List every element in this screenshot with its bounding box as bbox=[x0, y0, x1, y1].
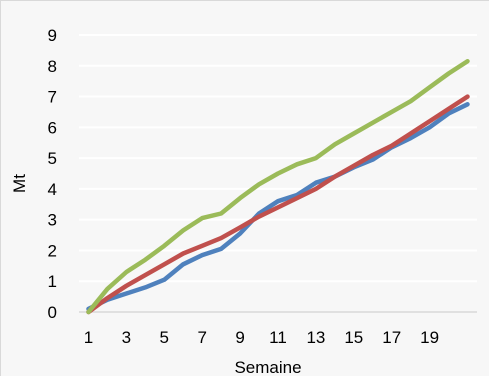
x-tick-label: 13 bbox=[306, 328, 325, 347]
x-tick-label: 11 bbox=[269, 328, 287, 347]
x-tick-label: 9 bbox=[235, 328, 244, 347]
series-line-3 bbox=[86, 58, 470, 315]
x-tick-label: 7 bbox=[197, 328, 206, 347]
y-tick-label: 0 bbox=[48, 303, 57, 322]
y-tick-label: 9 bbox=[48, 26, 57, 45]
series-line-2 bbox=[86, 94, 470, 315]
series-line-1 bbox=[86, 102, 470, 312]
y-tick-label: 4 bbox=[48, 180, 57, 199]
x-tick-label: 15 bbox=[344, 328, 363, 347]
gridlines bbox=[79, 34, 477, 283]
y-tick-label: 1 bbox=[48, 272, 57, 291]
x-tick-label: 5 bbox=[160, 328, 169, 347]
y-tick-label: 6 bbox=[48, 118, 57, 137]
x-tick-label: 19 bbox=[420, 328, 439, 347]
y-tick-label: 8 bbox=[48, 57, 57, 76]
y-tick-label: 7 bbox=[48, 88, 57, 107]
y-tick-label: 3 bbox=[48, 211, 57, 230]
y-tick-label: 5 bbox=[48, 149, 57, 168]
x-axis-title: Semaine bbox=[234, 358, 301, 377]
y-tick-label: 2 bbox=[48, 241, 57, 260]
x-tick-label: 17 bbox=[382, 328, 401, 347]
x-tick-label: 1 bbox=[84, 328, 93, 347]
x-tick-label: 3 bbox=[122, 328, 131, 347]
y-axis-title: Mt bbox=[10, 174, 29, 193]
series-lines bbox=[86, 58, 470, 315]
